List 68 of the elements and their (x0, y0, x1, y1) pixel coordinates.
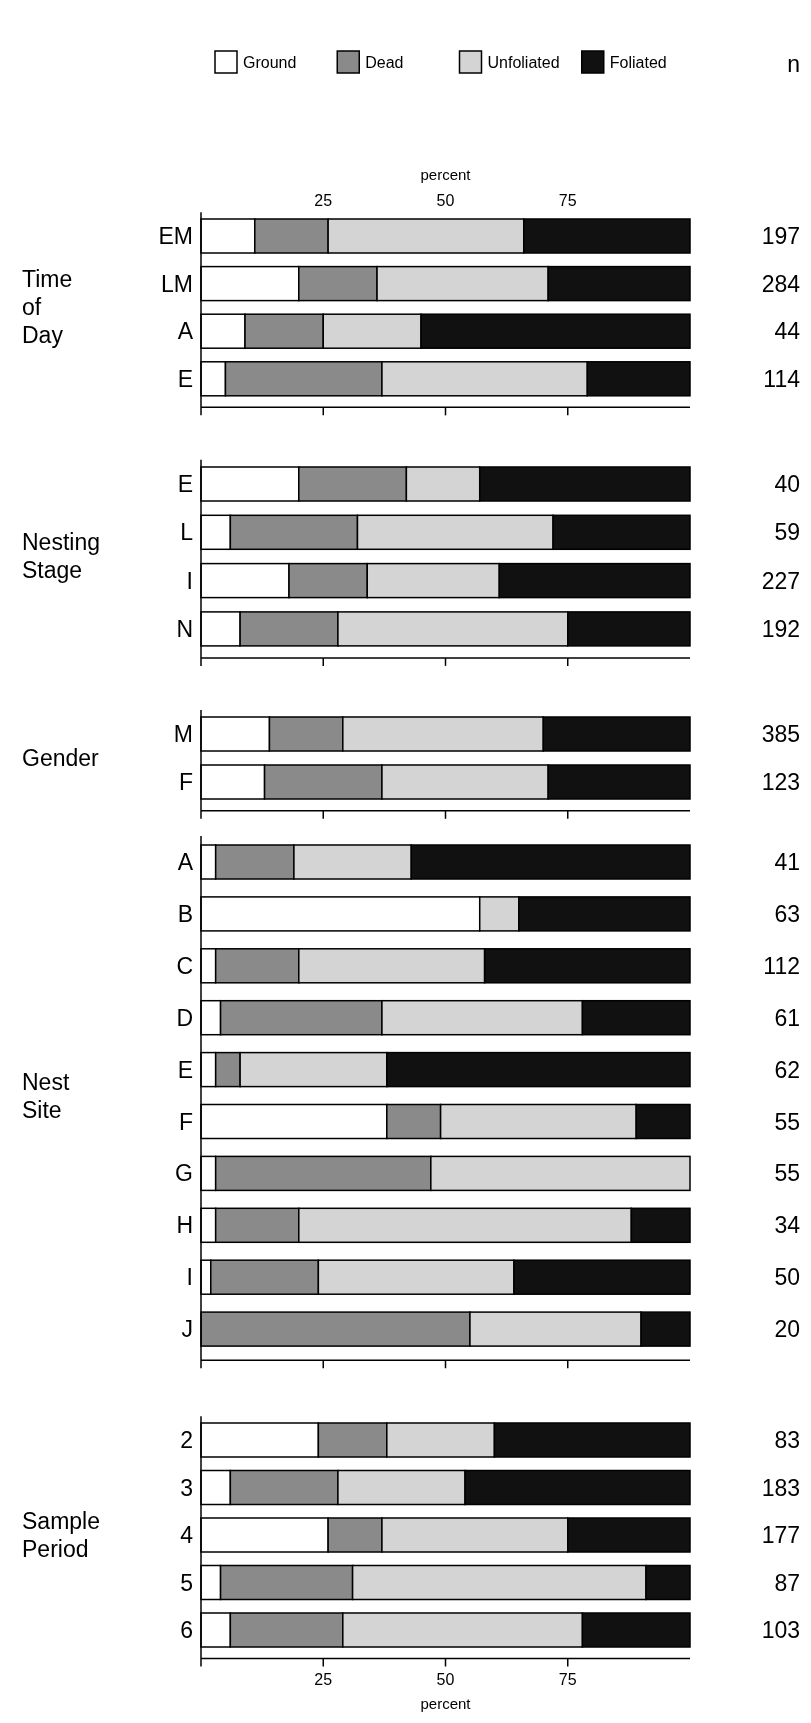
y-tick-label: L (180, 519, 194, 546)
text: 112 (763, 952, 800, 979)
text: 55 (774, 1160, 800, 1187)
y-axis-title: Nesting Stage (22, 529, 100, 584)
x2-tick-label: 50 (436, 192, 455, 210)
y-tick-label: 6 (180, 1617, 193, 1643)
text: 63 (774, 900, 800, 927)
y-tick-label: I (186, 1264, 193, 1291)
text: 183 (761, 1474, 800, 1501)
y-tick-label: B (177, 900, 193, 927)
x-tick-label: 75 (558, 1670, 577, 1688)
y-axis-title: Time of Day (22, 266, 73, 349)
y-tick-label: F (178, 769, 193, 795)
text: 177 (761, 1522, 800, 1548)
text: 123 (761, 769, 800, 795)
y-tick-label: LM (161, 270, 193, 297)
x2-axis-title: percent (420, 166, 472, 184)
y-tick-label: E (177, 1056, 193, 1083)
y-tick-label: D (176, 1004, 193, 1031)
y-tick-label: N (176, 615, 193, 642)
x2-tick-label: 75 (558, 192, 577, 210)
y-tick-label: E (177, 471, 193, 497)
y-tick-label: 2 (180, 1427, 193, 1453)
text: 62 (774, 1056, 800, 1083)
text: 227 (761, 567, 800, 594)
x2-tick-label: 25 (314, 192, 333, 210)
text: 59 (774, 519, 800, 546)
text: 197 (761, 223, 800, 249)
text: 20 (774, 1316, 800, 1343)
text: 44 (774, 318, 801, 345)
text: 103 (761, 1617, 800, 1643)
text: 284 (761, 270, 801, 297)
x-tick-label: 25 (314, 1670, 333, 1688)
y-tick-label: A (177, 318, 194, 345)
text: 87 (774, 1569, 800, 1596)
text: 34 (774, 1212, 801, 1239)
y-tick-label: 4 (180, 1522, 194, 1548)
text: 83 (774, 1427, 800, 1453)
legend-label: Unfoliated (487, 54, 560, 71)
legend-label: Foliated (609, 54, 667, 71)
y-axis-title: Sample Period (22, 1508, 100, 1562)
y-tick-label: EM (158, 223, 193, 249)
y-axis-title: Gender (22, 745, 100, 771)
text: 40 (774, 471, 800, 497)
legend-label: Dead (365, 54, 404, 71)
y-tick-label: E (177, 365, 193, 392)
text: 61 (774, 1004, 800, 1031)
text: 41 (774, 849, 800, 875)
text: 192 (761, 615, 800, 642)
y-tick-label: I (186, 567, 193, 594)
legend-label: Ground (243, 54, 297, 71)
x-axis-title: percent (420, 1694, 472, 1712)
y-tick-label: J (181, 1316, 193, 1343)
text: 114 (763, 365, 801, 392)
y-tick-label: A (177, 849, 194, 875)
text: 50 (774, 1264, 800, 1291)
y-tick-label: C (176, 952, 193, 979)
text: n (787, 51, 800, 77)
y-tick-label: M (173, 721, 193, 747)
y-tick-label: F (178, 1108, 193, 1135)
x-tick-label: 50 (436, 1670, 455, 1688)
text: 55 (774, 1108, 800, 1135)
y-tick-label: H (176, 1212, 193, 1239)
y-axis-title: Nest Site (22, 1068, 70, 1123)
text: 385 (761, 721, 800, 747)
y-tick-label: G (175, 1160, 193, 1187)
y-tick-label: 5 (180, 1569, 193, 1596)
y-tick-label: 3 (180, 1474, 193, 1501)
